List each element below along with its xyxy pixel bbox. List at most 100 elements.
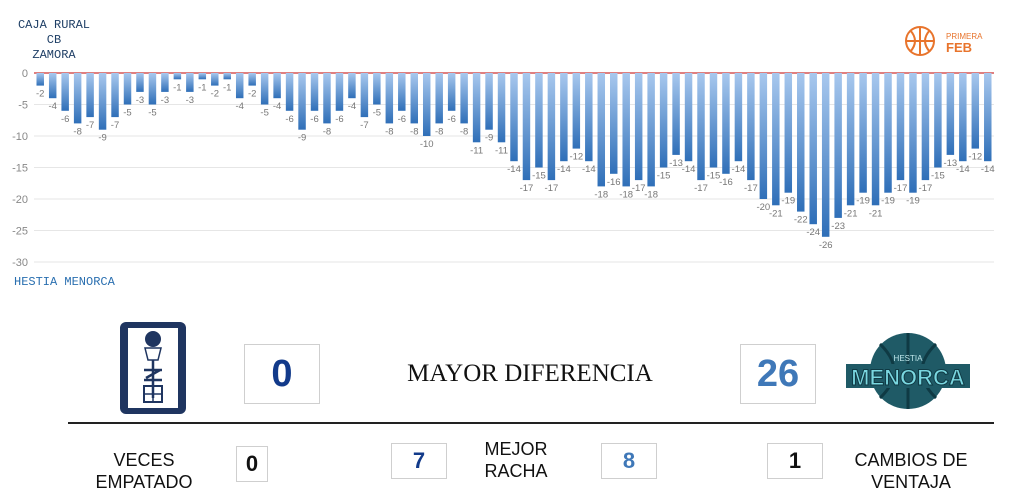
bar <box>697 73 705 181</box>
bar <box>772 73 780 206</box>
mayor-diferencia-away-value: 26 <box>740 344 816 404</box>
bar-data-label: -15 <box>532 171 546 182</box>
bar <box>622 73 630 187</box>
home-team-name-line1: CAJA RURAL CB <box>17 18 90 47</box>
bar <box>809 73 817 225</box>
bar <box>846 73 855 206</box>
bar-data-label: -16 <box>719 177 733 188</box>
bar <box>959 73 967 162</box>
bar <box>248 73 256 86</box>
menorca-wordmark: MENORCA <box>851 365 965 390</box>
bar-data-label: -6 <box>61 114 69 125</box>
bar-data-label: -17 <box>694 183 708 194</box>
bar <box>784 73 793 193</box>
bar-data-label: -17 <box>919 183 933 194</box>
bar-data-label: -21 <box>769 208 783 219</box>
cambios-de-ventaja-label: CAMBIOS DE VENTAJA <box>846 449 976 493</box>
bar <box>585 73 593 162</box>
bar-data-label: -4 <box>48 101 56 112</box>
menorca-wordmark-small: HESTIA <box>894 354 924 363</box>
y-tick-label: -20 <box>12 194 28 206</box>
veces-empatado-label-line1: VECES <box>113 450 175 470</box>
veces-empatado-label: VECES EMPATADO <box>84 449 204 493</box>
bar-data-label: -5 <box>260 108 268 119</box>
bar <box>398 73 406 111</box>
bar <box>36 73 44 86</box>
bar-data-label: -14 <box>557 164 571 175</box>
zamora-crest-icon <box>120 322 186 414</box>
bar-data-label: -19 <box>906 196 920 207</box>
bar-data-label: -19 <box>856 196 870 207</box>
home-team-name-line2: ZAMORA <box>32 48 76 62</box>
bar-data-label: -12 <box>968 152 982 163</box>
bar-data-label: -24 <box>806 227 820 238</box>
bar <box>285 73 294 111</box>
bar <box>821 73 830 237</box>
bar <box>971 73 980 149</box>
bar <box>385 73 394 124</box>
mayor-diferencia-home-value: 0 <box>244 344 320 404</box>
bar <box>909 73 917 193</box>
bar-data-label: -13 <box>943 158 957 169</box>
mejor-racha-label: MEJOR RACHA <box>468 438 564 482</box>
bar-data-label: -14 <box>732 164 746 175</box>
bar-data-label: -9 <box>98 133 106 144</box>
cambios-de-ventaja-label-line1: CAMBIOS DE <box>854 450 968 470</box>
bar <box>173 73 182 80</box>
bar <box>497 73 506 143</box>
bar <box>298 73 306 130</box>
bar <box>148 73 157 105</box>
veces-empatado-value: 0 <box>236 446 268 482</box>
bar <box>734 73 743 162</box>
mejor-racha-home-value: 7 <box>391 443 447 479</box>
bar <box>161 73 169 92</box>
bar-data-label: -17 <box>632 183 646 194</box>
y-tick-label: -15 <box>12 163 28 175</box>
y-tick-label: -10 <box>12 131 28 143</box>
bar-data-label: -19 <box>881 196 895 207</box>
bar <box>123 73 132 105</box>
bar-data-label: -15 <box>707 171 721 182</box>
bar <box>186 73 194 92</box>
bar <box>797 73 805 212</box>
bar-data-label: -7 <box>360 120 368 131</box>
bar <box>410 73 418 124</box>
bar-data-label: -15 <box>931 171 945 182</box>
bar <box>348 73 356 99</box>
y-tick-label: -25 <box>12 226 28 238</box>
bar <box>111 73 119 118</box>
bar-data-label: -17 <box>894 183 908 194</box>
bar <box>136 73 144 92</box>
bar <box>235 73 244 99</box>
mejor-racha-label-line1: MEJOR <box>484 439 548 459</box>
bar <box>946 73 955 155</box>
feb-logo-text-bottom: FEB <box>946 40 972 55</box>
bar-data-label: -14 <box>507 164 521 175</box>
feb-logo-text-top: PRIMERA <box>946 32 983 41</box>
mejor-racha-label-line2: RACHA <box>484 461 548 481</box>
bar <box>560 73 568 162</box>
bar <box>310 73 319 111</box>
y-tick-label: -5 <box>18 100 28 112</box>
bar-data-label: -8 <box>410 126 418 137</box>
bar <box>871 73 880 206</box>
bar-data-label: -15 <box>657 171 671 182</box>
bar-data-label: -8 <box>460 126 468 137</box>
bar-data-label: -13 <box>669 158 683 169</box>
bar-data-label: -4 <box>273 101 281 112</box>
bar <box>360 73 369 118</box>
bar-data-label: -3 <box>161 95 169 106</box>
bar-data-label: -17 <box>545 183 559 194</box>
bar-data-label: -23 <box>831 221 845 232</box>
bar-data-label: -5 <box>123 108 131 119</box>
bar <box>759 73 768 199</box>
bar-data-label: -4 <box>348 101 356 112</box>
menorca-basketball-crest-icon: HESTIA MENORCA <box>846 333 970 409</box>
bar <box>335 73 344 111</box>
bar-data-label: -3 <box>186 95 194 106</box>
bar <box>921 73 930 181</box>
bar <box>460 73 468 124</box>
bar <box>61 73 69 111</box>
bar <box>48 73 57 99</box>
bar <box>211 73 219 86</box>
